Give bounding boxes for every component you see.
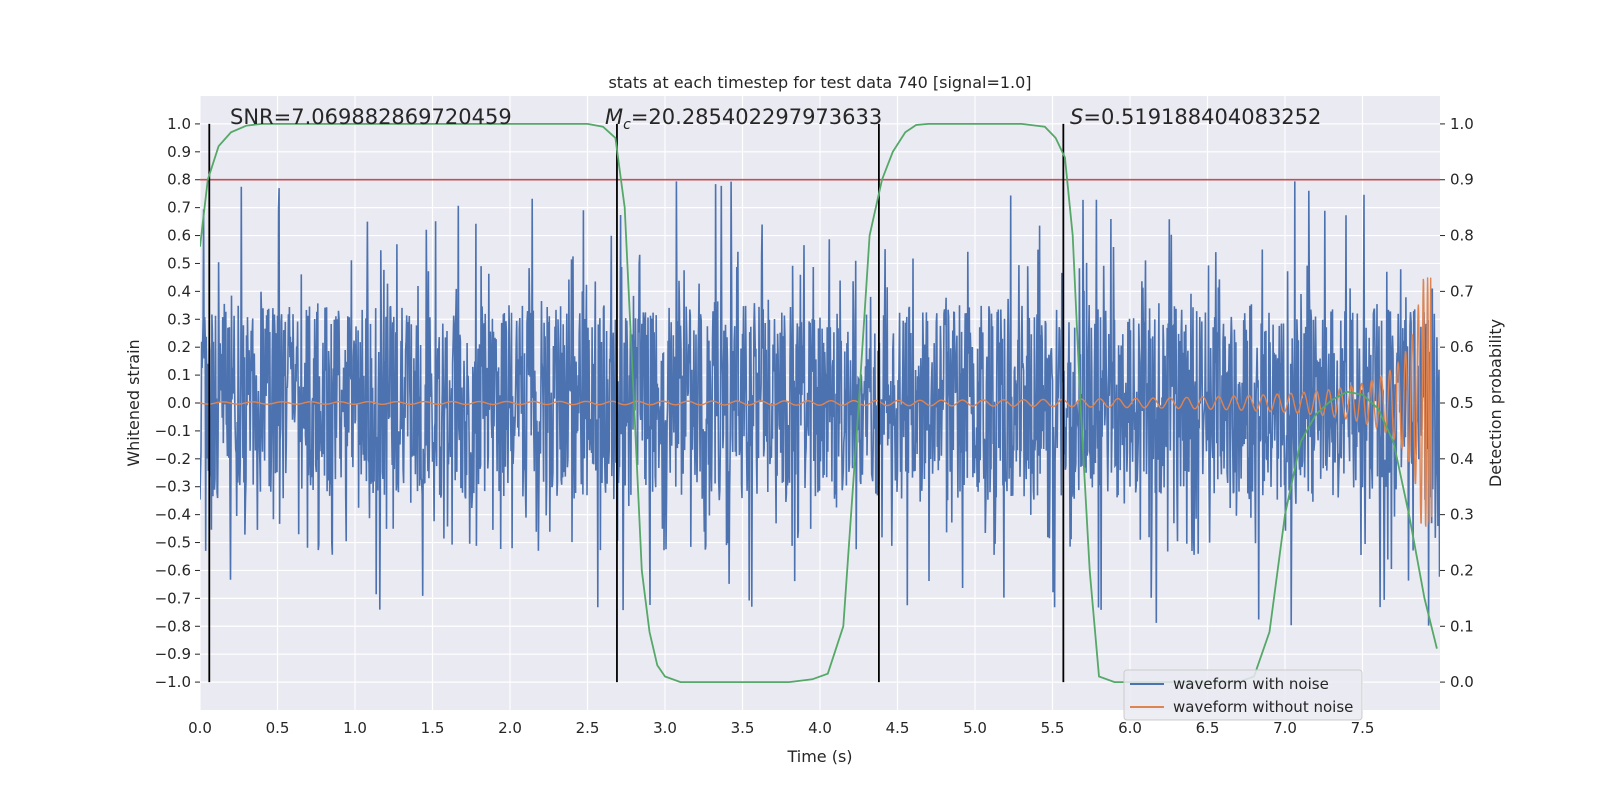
x-tick-label: 1.5 [421, 719, 445, 737]
s-annotation: S=0.519188404083252 [1070, 105, 1321, 129]
legend-box [1123, 669, 1363, 721]
x-tick-label: 5.0 [963, 719, 987, 737]
y-tick-label: 0.9 [167, 143, 191, 161]
y-tick-label: 0.5 [167, 254, 191, 272]
y2-tick-label: 0.3 [1450, 506, 1474, 524]
x-tick-label: 2.5 [576, 719, 600, 737]
y-tick-label: 0.7 [167, 199, 191, 217]
x-tick-label: 4.5 [886, 719, 910, 737]
x-tick-label: 3.5 [731, 719, 755, 737]
x-tick-label: 7.5 [1351, 719, 1375, 737]
y-tick-label: 0.0 [167, 394, 191, 412]
snr-annotation: SNR=7.069882869720459 [230, 105, 512, 129]
chirp-mass-value: =20.285402297973633 [631, 105, 882, 129]
x-tick-label: 6.5 [1196, 719, 1220, 737]
chirp-mass-symbol: M [605, 105, 623, 129]
chart-title: stats at each timestep for test data 740… [608, 73, 1031, 92]
ticks: 0.0 0.5 1.0 1.5 2.0 2.5 3.0 3.5 4.0 4.5 5.0 5.5 6.0 6… [155, 115, 1474, 737]
y-tick-label: −0.5 [155, 534, 191, 552]
y-tick-label: 0.8 [167, 171, 191, 189]
x-tick-label: 6.0 [1118, 719, 1142, 737]
y2-tick-label: 0.2 [1450, 561, 1474, 579]
y-tick-label: −1.0 [155, 673, 191, 691]
y-tick-label: −0.7 [155, 589, 191, 607]
y2-tick-label: 1.0 [1450, 115, 1474, 133]
y-tick-label: −0.4 [155, 506, 191, 524]
x-tick-label: 2.0 [498, 719, 522, 737]
y2-tick-label: 0.0 [1450, 673, 1474, 691]
x-axis-label: Time (s) [786, 747, 852, 766]
y2-tick-label: 0.6 [1450, 338, 1474, 356]
y-tick-label: 0.3 [167, 310, 191, 328]
legend-label-clean: waveform without noise [1173, 698, 1353, 716]
x-tick-label: 1.0 [343, 719, 367, 737]
y-tick-label: 0.2 [167, 338, 191, 356]
y2-tick-label: 0.5 [1450, 394, 1474, 412]
legend-label-noise: waveform with noise [1173, 675, 1329, 693]
y-tick-label: 0.4 [167, 282, 191, 300]
y2-tick-label: 0.7 [1450, 282, 1474, 300]
series-layer [200, 123, 1440, 683]
s-value: =0.519188404083252 [1083, 105, 1321, 129]
x-tick-label: 4.0 [808, 719, 832, 737]
y2-tick-label: 0.4 [1450, 450, 1474, 468]
chirp-mass-annotation: Mc=20.285402297973633 [605, 105, 882, 133]
y2-tick-label: 0.9 [1450, 171, 1474, 189]
y-tick-label: −0.8 [155, 617, 191, 635]
s-symbol: S [1070, 105, 1083, 129]
x-tick-label: 7.0 [1273, 719, 1297, 737]
series-detection-probability-line [200, 123, 1438, 683]
y-tick-label: 0.1 [167, 366, 191, 384]
series-noisy-waveform-line [200, 181, 1440, 626]
y2-tick-label: 0.1 [1450, 617, 1474, 635]
y-tick-label: 1.0 [167, 115, 191, 133]
x-tick-label: 0.5 [266, 719, 290, 737]
y-tick-label: −0.9 [155, 645, 191, 663]
y2-tick-label: 0.8 [1450, 227, 1474, 245]
series-clean-waveform-line [200, 277, 1433, 527]
y-tick-label: −0.1 [155, 422, 191, 440]
x-tick-label: 0.0 [188, 719, 212, 737]
x-tick-label: 5.5 [1041, 719, 1065, 737]
chirp-mass-subscript: c [623, 117, 631, 133]
y-axis-label: Whitened strain [124, 339, 143, 466]
y2-axis-label: Detection probability [1486, 319, 1505, 487]
y-tick-label: −0.6 [155, 561, 191, 579]
y-tick-label: 0.6 [167, 227, 191, 245]
legend: waveform with noise waveform without noi… [1123, 669, 1363, 721]
y-tick-label: −0.2 [155, 450, 191, 468]
y-tick-label: −0.3 [155, 478, 191, 496]
x-tick-label: 3.0 [653, 719, 677, 737]
